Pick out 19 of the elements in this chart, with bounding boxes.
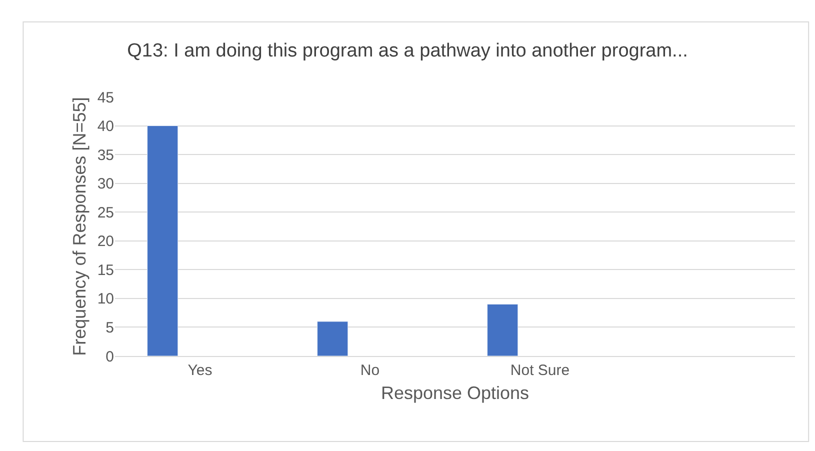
y-tick-label: 35 [97,146,114,164]
y-tick-label: 5 [106,319,114,336]
x-axis-title: Response Options [380,383,530,404]
y-tick-label: 40 [97,118,114,136]
bar [317,321,348,356]
y-axis-title: Frequency of Responses [N=55] [70,97,90,356]
y-tick-label: 0 [106,348,114,366]
chart-title: Q13: I am doing this program as a pathway into another program... [127,40,688,62]
bar [147,126,178,356]
y-tick-label: 10 [97,290,114,308]
x-tick-label: No [360,362,380,379]
x-tick-label: Yes [188,362,212,379]
bar [487,304,518,356]
y-tick-label: 30 [97,176,114,193]
y-tick-label: 45 [97,89,114,106]
y-tick-label: 20 [97,233,114,250]
y-tick-label: 15 [97,262,114,279]
y-tick-label: 25 [97,204,114,222]
x-tick-label: Not Sure [510,362,570,379]
